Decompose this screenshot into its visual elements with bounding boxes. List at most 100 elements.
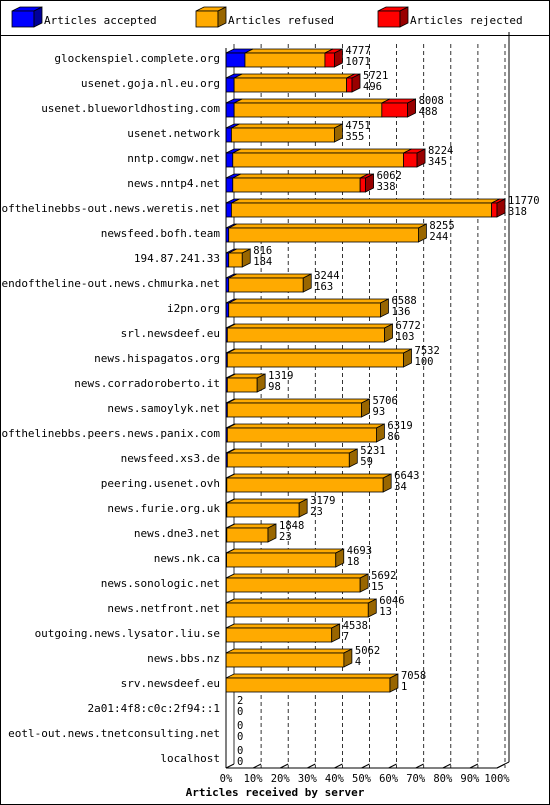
bar-segment-refused [244,48,334,68]
bar-segment-refused-front [228,252,243,268]
value-label-accepted: 0 [237,756,243,768]
bar-segment-refused-top [227,398,370,404]
bar-segment-refused [225,673,399,693]
server-label: endoftheline-out.news.chmurka.net [1,277,220,290]
value-label-total: 4777 [345,45,370,57]
bar-segment-refused-side [359,573,369,593]
value-label-total: 1319 [268,370,293,382]
value-label-total: 6062 [377,170,402,182]
bar-segment-refused-top [226,548,344,554]
server-label: i2pn.org [167,302,220,315]
server-label: newsfeed.bofh.team [101,227,221,240]
bar-segment-refused-front [231,127,335,143]
bar-segment-refused-side [267,523,277,543]
bar-segment-refused-top [233,73,355,79]
value-label-total: 3179 [310,495,335,507]
bar-segment-rejected-side [416,148,426,168]
value-label-accepted: 163 [314,281,333,293]
bar-segment-refused [226,473,392,493]
bar-segment-rejected-front [491,202,498,218]
legend-swatch-1-front [11,10,35,28]
bar-segment-refused-top [226,473,392,479]
bar-segment-refused-front [225,602,369,618]
server-label: news.samoylyk.net [107,402,220,415]
bar-segment-refused [231,198,500,218]
bar-segment-refused [228,248,251,268]
legend-item-2: Articles refused [195,6,334,28]
bar-row-16: endofthelinebbs.peers.news.panix.com 6319… [0,420,413,443]
bar-segment-refused-front [226,552,337,568]
value-label-accepted: 18 [347,556,360,568]
x-tick-mark [279,763,289,769]
bar-segment-accepted-front [225,177,234,193]
value-label-total: 7532 [415,345,440,357]
x-tick-mark [334,763,343,769]
legend-label-3: Articles rejected [410,14,523,27]
legend: Articles accepted Articles refused Article… [11,6,523,28]
bar-segment-refused-front [226,527,269,543]
bar-segment-refused-side [376,423,385,443]
server-label: newsfeed.xs3.de [121,452,220,465]
bar-segment-refused-front [226,327,385,343]
bar-segment-refused [232,148,412,168]
legend-swatch-2-front [195,10,219,28]
bar-segment-refused [225,648,353,668]
bar-segment-refused-top [227,348,412,354]
bar-segment-refused-front [226,402,362,418]
server-label: usenet.network [127,127,220,140]
x-tick-label: 30% [298,773,318,785]
value-label-accepted: 13 [379,606,392,618]
bar-segment-refused [225,573,369,593]
server-label: news.hispagatos.org [94,352,220,365]
bar-segment-accepted-front [225,52,246,68]
legend-item-3: Articles rejected [377,6,523,28]
bar-segment-refused-side [241,248,251,268]
value-label-accepted: 1071 [345,56,370,68]
bar-segment-refused-top [231,198,500,204]
value-label-accepted: 93 [373,406,386,418]
value-label-accepted: 355 [345,131,364,143]
value-label-total: 5692 [371,570,396,582]
bar-segment-refused-side [302,273,312,293]
bar-row-28: eotl-out.news.tnetconsulting.net 00 [8,720,243,743]
bar-segment-refused-top [233,98,391,104]
value-label-accepted: 345 [428,156,447,168]
server-label: localhost [160,752,220,765]
value-label-accepted: 0 [237,731,243,743]
bar-segment-refused [228,298,389,318]
value-label-total: 1848 [279,520,304,532]
value-label-accepted: 98 [268,381,281,393]
value-label-total: 816 [253,245,272,257]
bar-segment-refused-top [232,173,369,179]
value-label-total: 5721 [363,70,388,82]
bar-segment-refused-front [233,77,347,93]
server-label: endofthelinebbs.peers.news.panix.com [0,427,220,440]
x-tick-mark [442,763,452,769]
bar-segment-refused [233,98,391,118]
server-label: news.nk.ca [154,552,220,565]
bar-segment-refused-top [226,498,308,504]
server-label: peering.usenet.ovh [101,477,220,490]
bar-segment-rejected [346,73,361,93]
server-label: news.corradoroberto.it [74,377,220,390]
value-label-accepted: 184 [253,256,272,268]
bar-segment-refused-top [244,48,334,54]
bar-segment-refused-front [225,677,391,693]
x-tick-label: 0% [220,773,233,785]
bar-segment-refused-side [384,323,393,343]
value-label-accepted: 338 [377,181,396,193]
bar-segment-refused [226,548,345,568]
bar-segment-refused-top [227,448,358,454]
value-label-total: 3244 [314,270,339,282]
value-label-accepted: 59 [360,456,373,468]
